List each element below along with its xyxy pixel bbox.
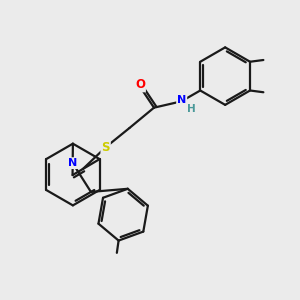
Text: O: O <box>135 78 145 92</box>
Text: N: N <box>68 158 77 168</box>
Text: N: N <box>177 95 186 105</box>
Text: H: H <box>188 104 196 114</box>
Text: S: S <box>101 141 110 154</box>
